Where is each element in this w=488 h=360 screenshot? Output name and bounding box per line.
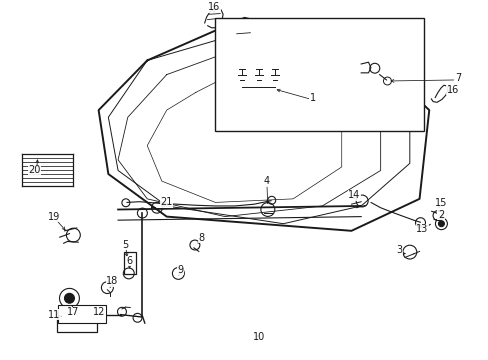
Text: 16: 16 [446, 85, 458, 95]
Text: 5: 5 [122, 240, 128, 250]
Text: 4: 4 [263, 176, 269, 186]
Text: 19: 19 [48, 212, 60, 222]
Text: 17: 17 [67, 307, 80, 318]
Text: 12: 12 [93, 307, 105, 318]
Text: 6: 6 [126, 256, 133, 266]
Text: 20: 20 [28, 166, 41, 175]
Circle shape [438, 221, 444, 227]
Text: 14: 14 [347, 190, 360, 200]
Text: 10: 10 [252, 332, 264, 342]
Bar [215, 18, 424, 131]
Text: 18: 18 [106, 276, 118, 286]
Text: 13: 13 [415, 224, 427, 234]
Circle shape [64, 293, 74, 303]
Text: 15: 15 [434, 198, 447, 208]
Text: 21: 21 [160, 197, 173, 207]
Text: 7: 7 [454, 73, 461, 83]
Text: 8: 8 [198, 233, 204, 243]
Text: 3: 3 [395, 245, 401, 255]
Bar [57, 311, 97, 332]
Text: 1: 1 [309, 93, 315, 103]
Bar [124, 252, 136, 274]
Bar [58, 305, 105, 323]
Text: 11: 11 [48, 310, 60, 320]
Text: 16: 16 [208, 2, 220, 12]
Text: 9: 9 [177, 265, 183, 275]
Text: 2: 2 [437, 210, 443, 220]
